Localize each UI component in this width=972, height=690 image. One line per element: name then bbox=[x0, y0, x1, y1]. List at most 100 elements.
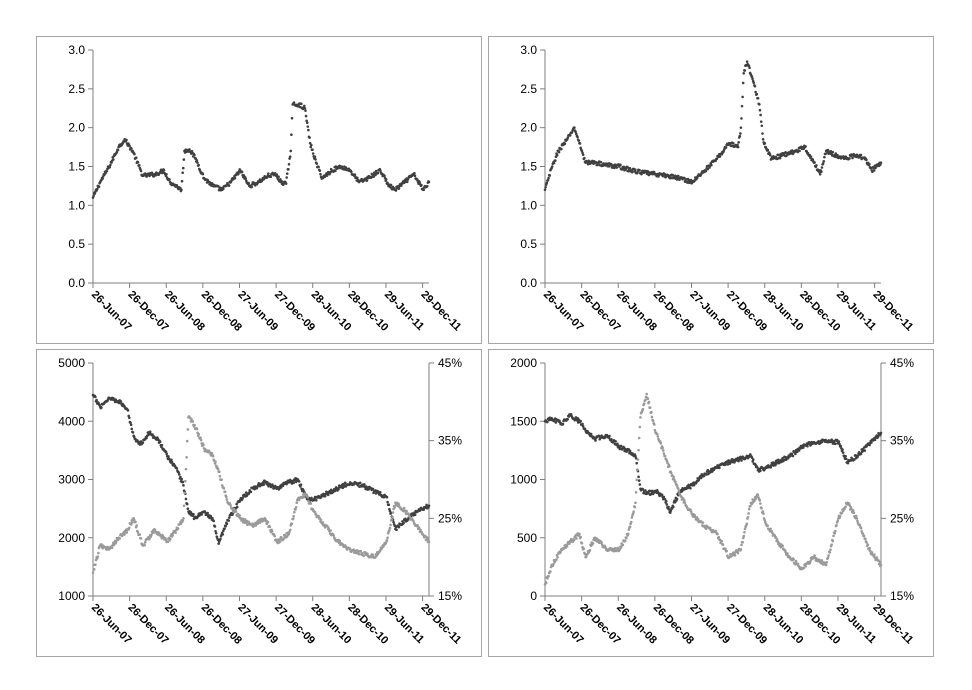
data-point bbox=[859, 153, 863, 157]
data-point bbox=[760, 506, 763, 510]
data-point bbox=[589, 432, 593, 436]
data-point bbox=[740, 104, 744, 108]
data-point bbox=[222, 487, 226, 490]
data-point bbox=[758, 103, 761, 106]
data-point bbox=[570, 131, 574, 134]
data-point bbox=[387, 503, 391, 507]
chart-svg-bottom-left: 1000200030004000500015%25%35%45%26-Jun-0… bbox=[58, 356, 463, 647]
data-point bbox=[717, 535, 721, 539]
data-point bbox=[110, 546, 114, 549]
data-point bbox=[221, 187, 225, 191]
y2-tick-label: 25% bbox=[438, 511, 462, 525]
data-point bbox=[233, 176, 237, 180]
data-point bbox=[650, 410, 653, 414]
data-point bbox=[576, 135, 579, 139]
data-point bbox=[195, 159, 199, 162]
data-point bbox=[666, 461, 669, 465]
data-point bbox=[139, 537, 143, 540]
data-point bbox=[879, 563, 883, 567]
data-point bbox=[365, 179, 369, 182]
data-point bbox=[579, 419, 582, 423]
data-point bbox=[648, 406, 652, 409]
data-point bbox=[136, 161, 140, 164]
data-point bbox=[874, 166, 877, 170]
data-point bbox=[307, 128, 310, 132]
data-point bbox=[858, 523, 862, 527]
data-point bbox=[280, 179, 283, 183]
data-point bbox=[837, 440, 841, 443]
series-0 bbox=[543, 413, 883, 514]
data-point bbox=[101, 177, 104, 180]
data-point bbox=[196, 161, 199, 164]
data-point bbox=[374, 169, 378, 173]
data-point bbox=[184, 497, 188, 501]
data-point bbox=[743, 530, 746, 534]
data-point bbox=[132, 518, 136, 522]
y-tick-label: 0.0 bbox=[68, 276, 85, 290]
data-point bbox=[660, 493, 664, 497]
data-point bbox=[214, 460, 217, 464]
data-point bbox=[247, 181, 250, 185]
data-point bbox=[405, 509, 408, 513]
data-point bbox=[651, 419, 655, 423]
data-point bbox=[781, 544, 784, 548]
data-point bbox=[310, 143, 313, 147]
data-point bbox=[708, 166, 711, 169]
data-point bbox=[634, 168, 637, 171]
data-point bbox=[234, 510, 238, 513]
data-point bbox=[860, 529, 863, 533]
data-point bbox=[211, 454, 215, 458]
data-point bbox=[306, 495, 310, 499]
data-point bbox=[677, 489, 681, 493]
data-point bbox=[223, 490, 227, 494]
data-point bbox=[739, 548, 743, 551]
data-point bbox=[634, 454, 637, 458]
data-point bbox=[577, 139, 581, 142]
data-point bbox=[145, 436, 148, 440]
data-point bbox=[813, 554, 816, 557]
data-point bbox=[153, 528, 157, 532]
data-point bbox=[797, 449, 801, 452]
data-point bbox=[818, 558, 821, 562]
data-point bbox=[560, 147, 563, 151]
data-point bbox=[740, 459, 743, 462]
data-point bbox=[647, 400, 651, 404]
data-point bbox=[93, 192, 97, 195]
data-point bbox=[148, 430, 152, 434]
data-point bbox=[879, 431, 883, 435]
data-point bbox=[294, 508, 297, 511]
data-point bbox=[285, 176, 288, 179]
data-point bbox=[636, 468, 639, 472]
data-point bbox=[166, 540, 170, 544]
data-point bbox=[338, 539, 342, 543]
data-point bbox=[391, 515, 394, 519]
data-point bbox=[337, 487, 340, 491]
data-point bbox=[748, 66, 751, 70]
data-point bbox=[758, 108, 762, 112]
data-point bbox=[759, 113, 762, 117]
data-point bbox=[849, 505, 853, 509]
data-point bbox=[191, 420, 195, 423]
data-point bbox=[273, 534, 276, 538]
data-point bbox=[809, 560, 812, 563]
data-point bbox=[656, 435, 660, 438]
data-point bbox=[220, 478, 223, 481]
data-point bbox=[95, 398, 98, 402]
data-point bbox=[175, 467, 179, 470]
data-point bbox=[615, 166, 619, 169]
data-point bbox=[836, 153, 839, 157]
data-point bbox=[137, 163, 141, 167]
y-tick-label: 3000 bbox=[58, 473, 85, 487]
data-point bbox=[559, 550, 562, 554]
data-point bbox=[844, 454, 847, 458]
data-point bbox=[737, 141, 740, 144]
data-point bbox=[97, 185, 101, 188]
data-point bbox=[547, 176, 550, 180]
data-point bbox=[165, 173, 168, 176]
y2-tick-label: 15% bbox=[438, 589, 462, 603]
data-point bbox=[308, 141, 312, 145]
data-point bbox=[613, 547, 617, 550]
series-0 bbox=[543, 60, 883, 192]
data-point bbox=[743, 527, 747, 531]
data-point bbox=[129, 523, 133, 526]
